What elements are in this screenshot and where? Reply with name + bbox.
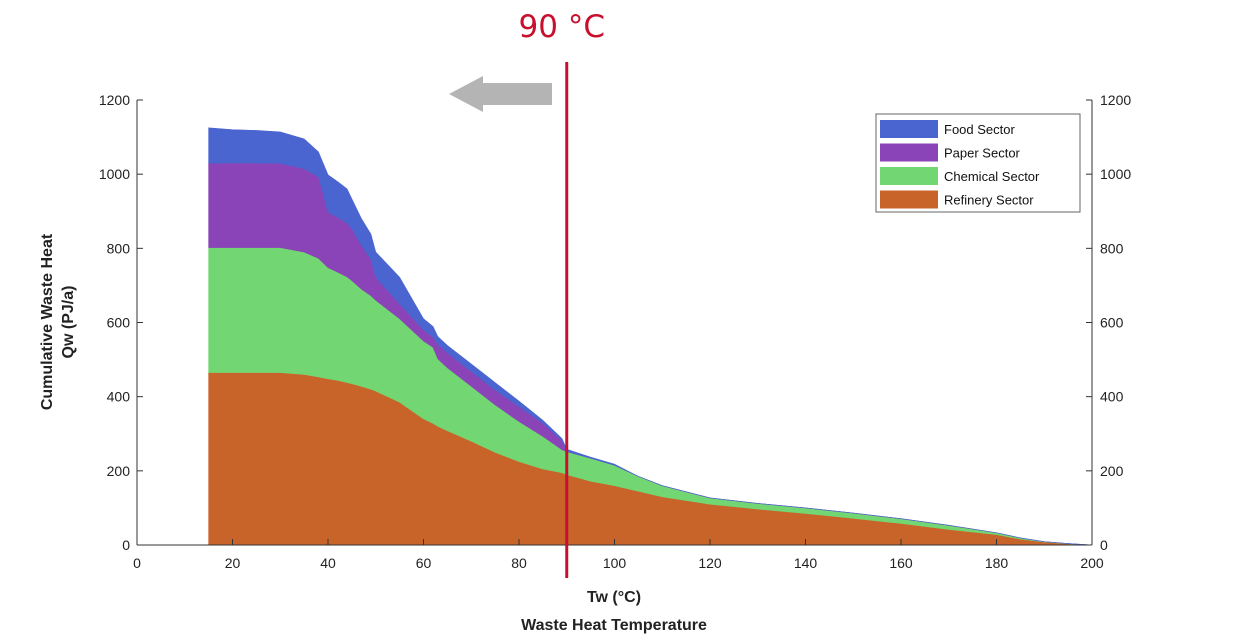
x-tick-label: 120 [698, 555, 722, 571]
x-axis-title: Tw (°C) [587, 589, 641, 606]
y-tick-label: 400 [107, 389, 131, 405]
x-tick-label: 200 [1080, 555, 1104, 571]
x-tick-label: 160 [889, 555, 913, 571]
y-tick-label: 800 [107, 240, 131, 256]
y-right-tick-label: 600 [1100, 315, 1124, 331]
y-axis-title: Cumulative Waste Heat [39, 233, 56, 410]
x-tick-label: 140 [794, 555, 818, 571]
y-tick-label: 1200 [99, 92, 130, 108]
x-tick-label: 60 [416, 555, 432, 571]
y-axis-subtitle: Qw (PJ/a) [60, 286, 77, 359]
legend-label-food-sector: Food Sector [944, 122, 1015, 137]
axes [136, 99, 1093, 546]
legend-swatch-refinery-sector [880, 190, 938, 209]
legend-label-paper-sector: Paper Sector [944, 146, 1021, 161]
x-tick-label: 20 [225, 555, 241, 571]
y-right-tick-label: 400 [1100, 389, 1124, 405]
annotation: 90 °C [449, 9, 605, 578]
y-tick-label: 600 [107, 315, 131, 331]
y-right-tick-label: 200 [1100, 463, 1124, 479]
x-tick-label: 100 [603, 555, 627, 571]
y-right-tick-label: 1200 [1100, 92, 1131, 108]
legend-swatch-food-sector [880, 120, 938, 138]
legend: Food Sector Paper Sector Chemical Sector Re… [875, 113, 1081, 213]
y-tick-label: 1000 [99, 166, 130, 182]
y-right-tick-label: 800 [1100, 240, 1124, 256]
x-tick-label: 180 [985, 555, 1009, 571]
threshold-label: 90 °C [519, 9, 605, 45]
legend-label-refinery-sector: Refinery Sector [944, 193, 1034, 208]
x-tick-label: 0 [133, 555, 141, 571]
area-food-sector [208, 127, 1093, 546]
x-axis-subtitle: Waste Heat Temperature [521, 617, 707, 634]
legend-swatch-chemical-sector [880, 167, 938, 185]
x-tick-label: 40 [320, 555, 336, 571]
y-tick-label: 0 [122, 537, 130, 553]
area-refinery-sector [208, 372, 1093, 546]
y-right-tick-label: 0 [1100, 537, 1108, 553]
y-right-tick-label: 1000 [1100, 166, 1131, 182]
x-tick-label: 80 [511, 555, 527, 571]
legend-swatch-paper-sector [880, 143, 938, 162]
y-tick-label: 200 [107, 463, 131, 479]
left-arrow-icon [449, 76, 552, 112]
legend-label-chemical-sector: Chemical Sector [944, 169, 1040, 184]
tick-labels: 0 20 40 60 80 100 120 140 160 180 200 0 200 400 600 800… [99, 92, 1132, 571]
